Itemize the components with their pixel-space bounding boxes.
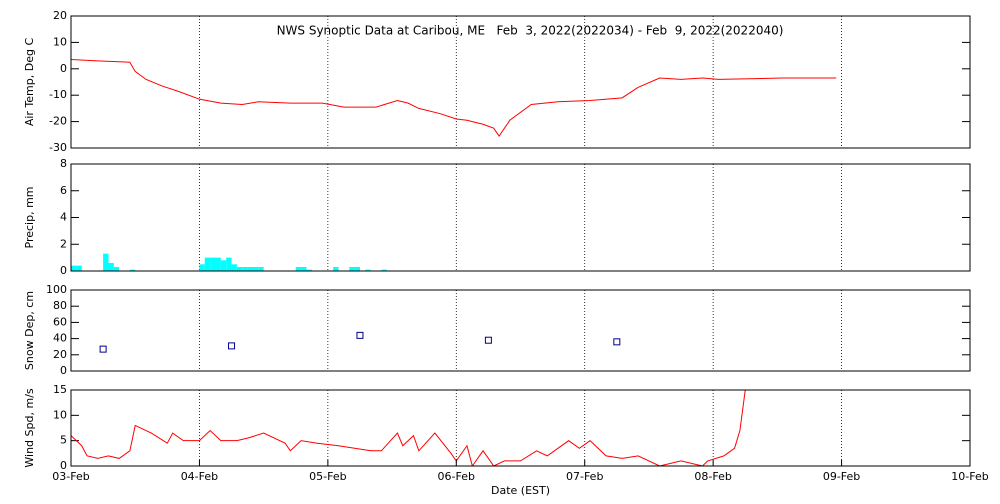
point <box>356 331 364 339</box>
y-tick-label: 0 <box>60 364 67 377</box>
plot-area <box>71 390 746 466</box>
bar <box>204 257 211 271</box>
y-tick-label: 5 <box>60 434 67 447</box>
plot-area <box>71 59 837 138</box>
bar <box>210 257 216 271</box>
bar <box>113 266 120 271</box>
plot-area <box>99 331 621 353</box>
plot-frame <box>70 289 971 372</box>
y-tick-label: 20 <box>53 348 67 361</box>
bar <box>333 266 339 271</box>
point <box>228 342 236 350</box>
y-tick-label: -20 <box>49 115 67 128</box>
bar <box>349 266 355 271</box>
y-tick-label: 0 <box>60 459 67 472</box>
x-tick-label: 05-Feb <box>309 470 346 483</box>
point <box>613 338 621 346</box>
y-tick-label: 0 <box>60 264 67 277</box>
bar <box>301 266 307 271</box>
x-tick-label: 04-Feb <box>181 470 218 483</box>
y-tick-label: 80 <box>53 299 67 312</box>
y-tick-label: 15 <box>53 383 67 396</box>
bar <box>220 260 227 271</box>
y-tick-label: 4 <box>60 211 67 224</box>
x-tick-label: 09-Feb <box>823 470 860 483</box>
bar <box>226 257 232 271</box>
y-tick-label: 6 <box>60 184 67 197</box>
y-tick-label: 10 <box>53 35 67 48</box>
bar <box>231 264 237 271</box>
plot-frame <box>70 389 971 467</box>
bar <box>199 264 205 271</box>
bar <box>215 257 221 271</box>
bar <box>365 269 371 271</box>
bar <box>108 262 114 271</box>
y-tick-label: -30 <box>49 141 67 154</box>
y-axis-label: Air Temp, Deg C <box>23 38 36 127</box>
x-axis-label: Date (EST) <box>491 484 550 497</box>
point <box>484 336 492 344</box>
bar <box>129 269 136 271</box>
y-axis-label: Wind Spd, m/s <box>23 388 36 468</box>
y-tick-label: 10 <box>53 408 67 421</box>
y-tick-label: 2 <box>60 237 67 250</box>
line <box>71 390 746 466</box>
bar <box>242 266 248 271</box>
y-tick-label: 0 <box>60 62 67 75</box>
bar <box>76 265 82 271</box>
y-tick-label: -10 <box>49 88 67 101</box>
y-tick-label: 60 <box>53 315 67 328</box>
y-tick-label: 8 <box>60 157 67 170</box>
bar <box>381 269 387 271</box>
bar <box>252 266 259 271</box>
bar <box>306 269 312 271</box>
bar <box>71 265 77 271</box>
plot-area <box>71 253 387 271</box>
y-tick-label: 100 <box>46 283 67 296</box>
x-tick-label: 10-Feb <box>951 470 988 483</box>
chart-title: NWS Synoptic Data at Caribou, ME Feb 3, … <box>277 24 784 38</box>
x-tick-label: 03-Feb <box>52 470 89 483</box>
y-axis-label: Snow Dep, cm <box>23 291 36 370</box>
bar <box>354 266 360 271</box>
x-tick-label: 06-Feb <box>438 470 475 483</box>
line <box>71 59 837 138</box>
bar <box>258 266 264 271</box>
x-tick-label: 08-Feb <box>694 470 731 483</box>
bar <box>236 266 243 271</box>
y-axis-label: Precip, mm <box>23 187 36 249</box>
bar <box>103 253 109 271</box>
y-tick-label: 20 <box>53 9 67 22</box>
y-tick-label: 40 <box>53 332 67 345</box>
bar <box>247 266 253 271</box>
plot-frame <box>70 15 971 149</box>
plot-frame <box>70 163 971 272</box>
point <box>99 345 107 353</box>
bar <box>295 266 302 271</box>
x-tick-label: 07-Feb <box>566 470 603 483</box>
